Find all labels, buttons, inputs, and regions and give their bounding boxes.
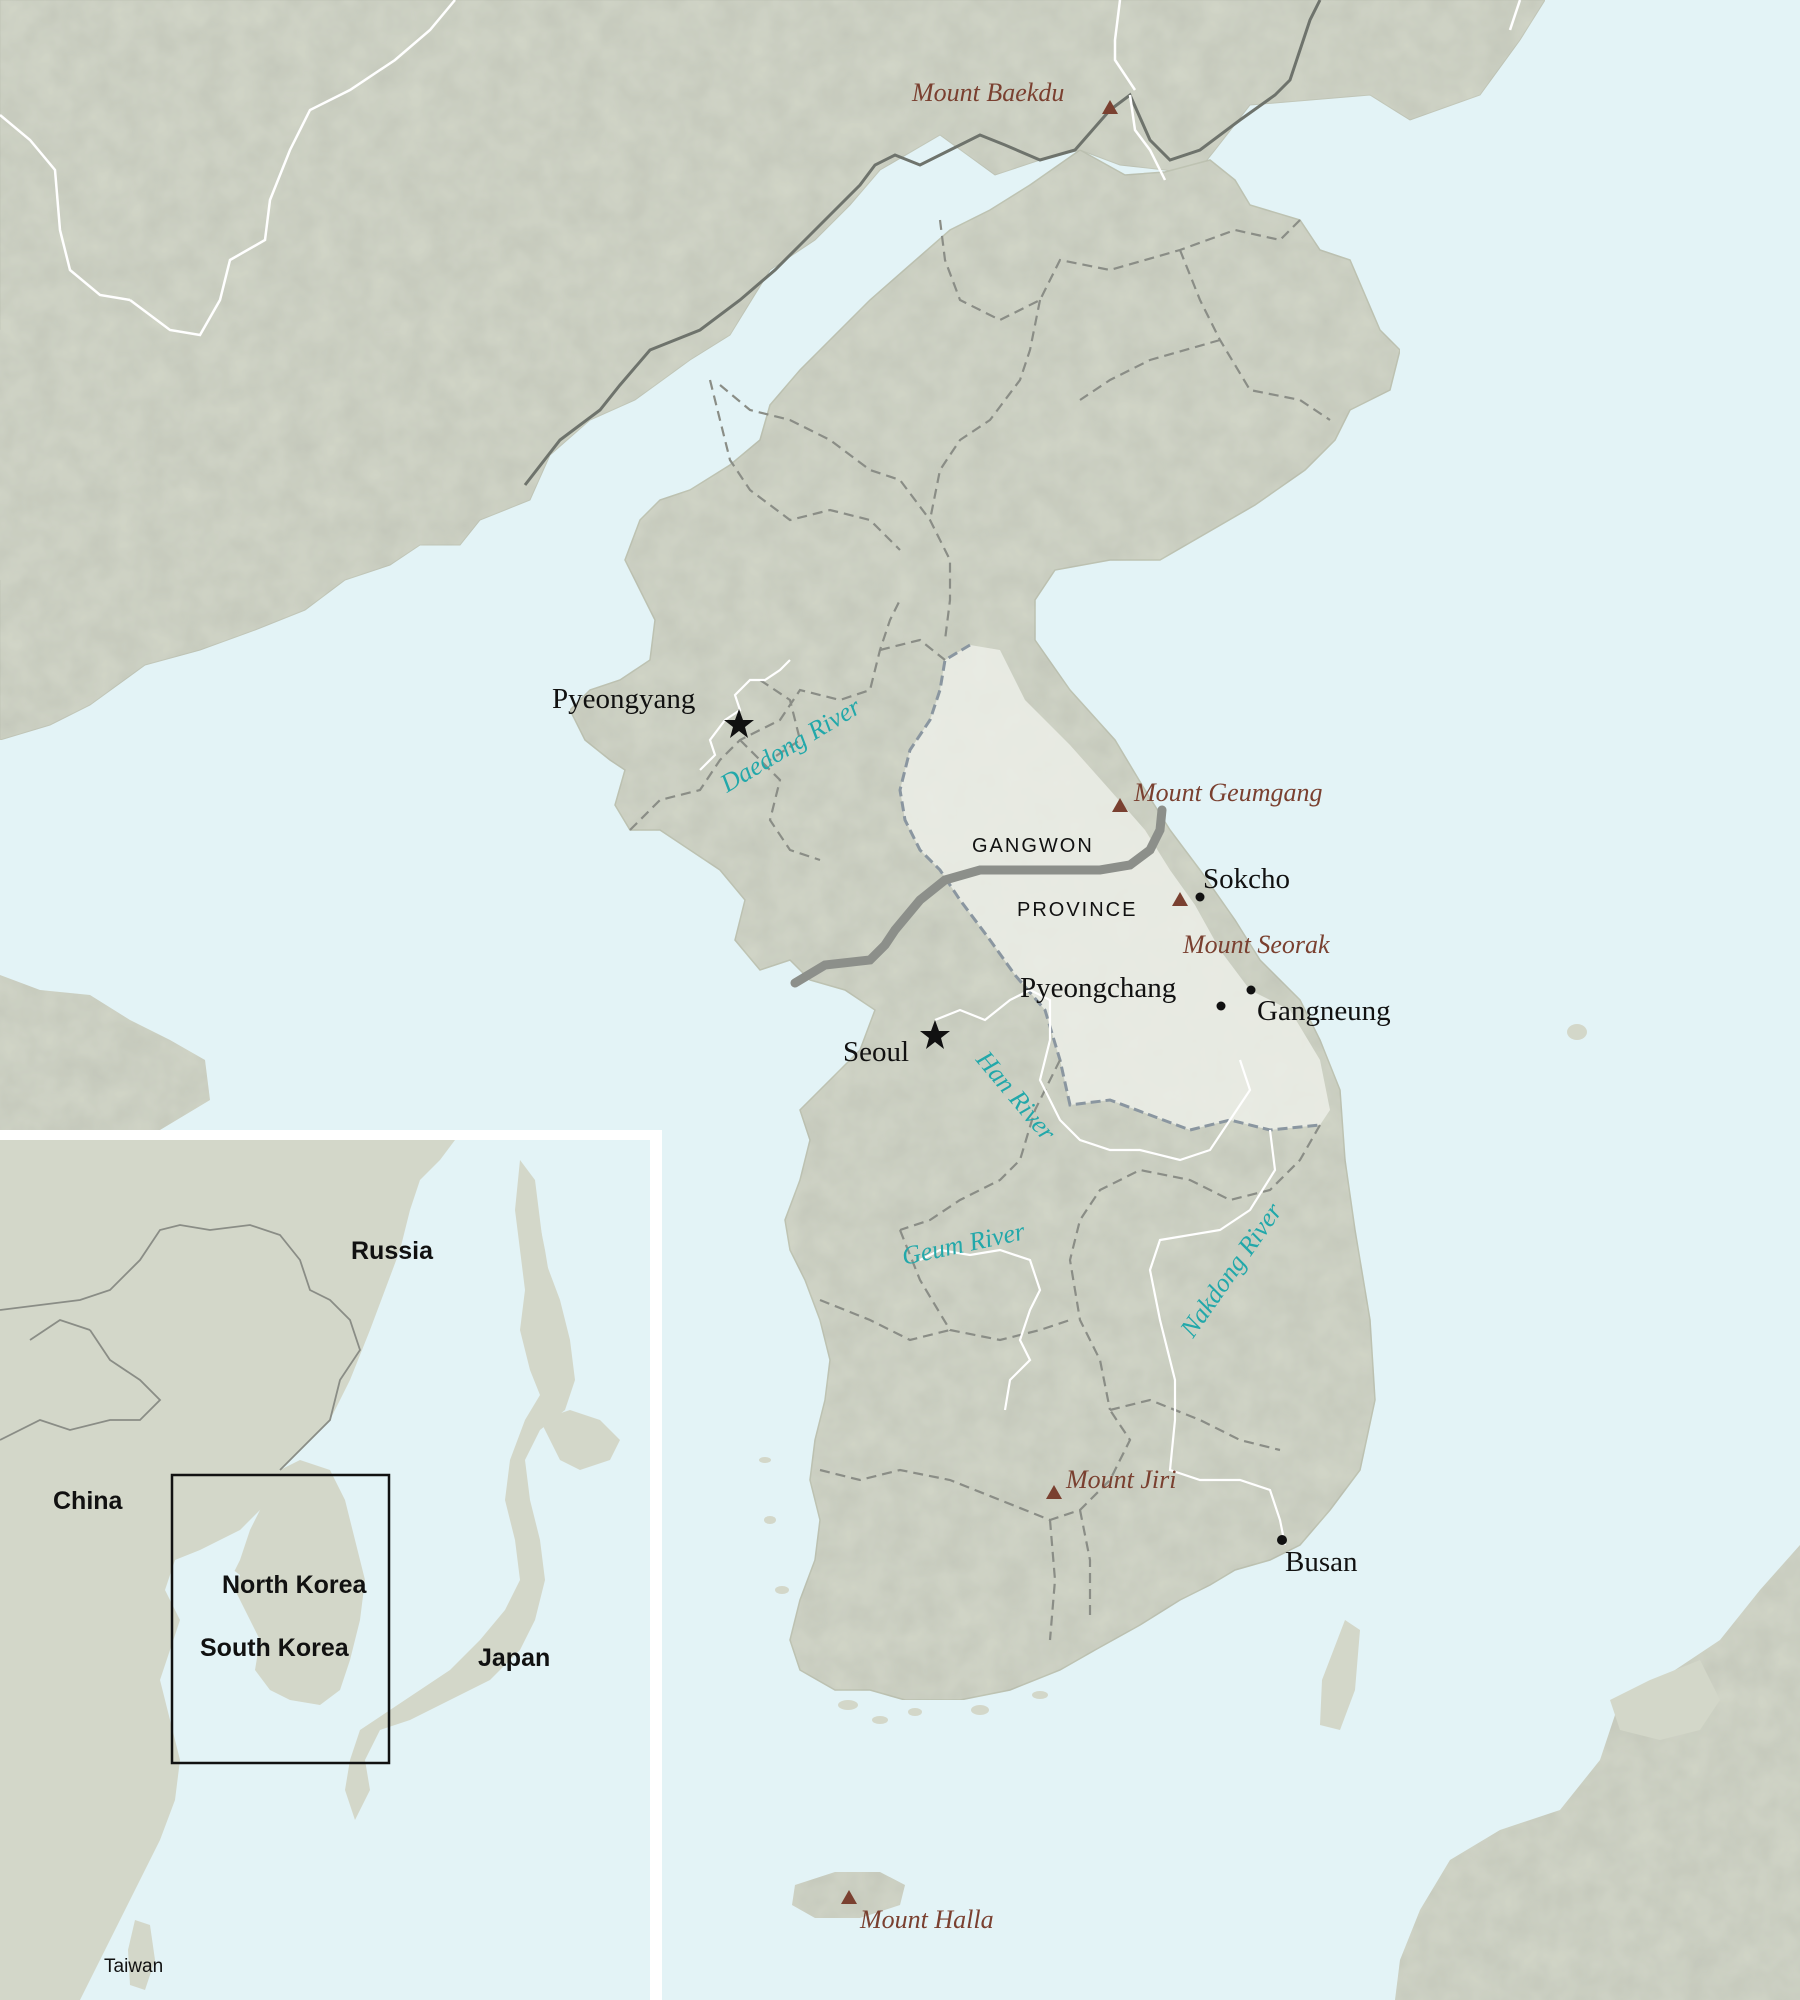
inset-map: Russia China North Korea South Korea Jap…: [0, 1130, 662, 2000]
sokcho-dot: [1195, 892, 1205, 902]
border-china-north-korea: [523, 0, 1322, 486]
landmass-china-russia: [0, 0, 1546, 741]
south-islands: [759, 1457, 1048, 1724]
inset-landmass-mainland: [0, 1140, 455, 2000]
province-borders: [629, 219, 1331, 1641]
city-label-sokcho: Sokcho: [1203, 863, 1290, 895]
mount-baekdu-icon: [1102, 100, 1118, 114]
landmass-honshu-tip: [1610, 1660, 1720, 1740]
mount-seorak-icon: [1172, 892, 1188, 906]
rivers: [699, 659, 1287, 1546]
landmass-ulleungdo: [1567, 1024, 1587, 1040]
landmass-liaodong: [0, 280, 180, 580]
inset-locator-box: [170, 1473, 391, 1765]
mount-jiri-icon: [1046, 1485, 1062, 1499]
capital-markers: [724, 709, 950, 1049]
landmass-tsushima: [1320, 1620, 1360, 1730]
mountain-label-seorak: Mount Seorak: [1182, 930, 1330, 959]
landmass-shandong: [0, 975, 210, 1130]
inset-label-china: China: [53, 1487, 124, 1515]
china-internal-borders: [0, 0, 1522, 337]
city-label-busan: Busan: [1285, 1546, 1358, 1578]
inset-landmass-hokkaido: [540, 1410, 620, 1470]
inset-landmass-korea: [230, 1460, 365, 1705]
city-label-gangneung: Gangneung: [1257, 995, 1391, 1027]
seoul-star-icon: [920, 1020, 950, 1049]
region-label-gangwon: GANGWON: [972, 835, 1094, 857]
mountain-label-jiri: Mount Jiri: [1065, 1465, 1177, 1494]
inset-label-japan: Japan: [478, 1644, 550, 1672]
inset-labels: Russia China North Korea South Korea Jap…: [53, 1237, 550, 1977]
gangneung-dot: [1246, 985, 1256, 995]
mountain-markers: [841, 100, 1188, 1904]
inset-label-north-korea: North Korea: [222, 1571, 368, 1599]
city-label-pyeongyang: Pyeongyang: [552, 683, 695, 715]
region-label: GANGWON PROVINCE: [972, 835, 1137, 921]
inset-label-russia: Russia: [351, 1237, 434, 1265]
pyeongchang-dot: [1216, 1001, 1226, 1011]
inset-label-taiwan: Taiwan: [104, 1956, 163, 1977]
inset-landmass-japan: [345, 1160, 575, 1820]
inset-borders: [0, 1224, 361, 1471]
inset-landmass-sakhalin: [520, 1190, 555, 1380]
city-label-pyeongchang: Pyeongchang: [1020, 972, 1176, 1004]
inset-label-south-korea: South Korea: [200, 1634, 350, 1662]
busan-dot: [1277, 1535, 1287, 1545]
region-label-province: PROVINCE: [1017, 899, 1137, 921]
mount-geumgang-icon: [1112, 798, 1128, 812]
mountain-label-geumgang: Mount Geumgang: [1133, 778, 1322, 807]
inset-landmass-taiwan: [128, 1920, 155, 1990]
city-markers: [1195, 892, 1287, 1545]
dmz-line: [790, 805, 1167, 988]
mountain-label-baekdu: Mount Baekdu: [911, 78, 1064, 107]
mountain-label-halla: Mount Halla: [859, 1905, 994, 1934]
city-label-seoul: Seoul: [843, 1036, 909, 1068]
landmass-japan: [1395, 1545, 1800, 2000]
china-province-border: [1128, 94, 1167, 181]
city-labels: Pyeongyang Seoul Sokcho Pyeongchang Gang…: [552, 683, 1391, 1578]
daedong-river-line: [699, 659, 791, 771]
inset-bohai-sea: [170, 1560, 240, 1615]
geum-river-line: [919, 1248, 1042, 1411]
gangwon-border: [898, 643, 1321, 1132]
nakdong-river-line: [1148, 1129, 1287, 1546]
mount-halla-icon: [841, 1890, 857, 1904]
mountain-labels: Mount Baekdu Mount Geumgang Mount Seorak…: [859, 78, 1330, 1934]
han-river-line: [934, 988, 1252, 1162]
pyeongyang-star-icon: [724, 709, 754, 738]
